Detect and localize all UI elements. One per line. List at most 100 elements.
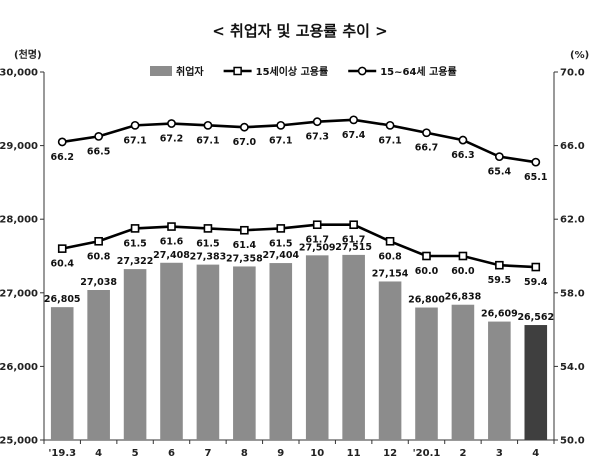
left-tick-label: 27,000 — [0, 288, 38, 299]
right-tick-label: 58.0 — [560, 288, 585, 299]
line-value-label: 66.7 — [415, 143, 438, 154]
right-tick-label: 70.0 — [560, 68, 585, 79]
category-label: 4 — [95, 448, 102, 459]
bar — [415, 307, 438, 440]
square-point — [276, 224, 286, 233]
bar — [342, 254, 365, 440]
legend-circle-marker — [357, 66, 367, 76]
series-line — [62, 118, 536, 164]
circle-point — [57, 137, 67, 147]
bar-value-label: 27,509 — [299, 242, 336, 253]
circle-point — [349, 115, 359, 125]
category-label: 2 — [459, 448, 466, 459]
series-line — [61, 223, 536, 269]
left-tick-label: 26,000 — [0, 362, 38, 373]
bar-series — [50, 254, 548, 440]
line-value-label: 61.7 — [305, 235, 328, 246]
legend-label: 15~64세 고용률 — [380, 65, 457, 78]
line-value-label: 61.6 — [160, 237, 184, 248]
square-point — [422, 251, 431, 261]
line-value-label: 59.5 — [488, 275, 511, 286]
legend-label: 15세이상 고용률 — [256, 65, 329, 78]
left-tick-label: 25,000 — [0, 436, 38, 447]
line-value-label: 67.1 — [269, 135, 292, 146]
square-point — [312, 220, 322, 230]
line-value-label: 67.0 — [233, 137, 257, 148]
category-label: 7 — [204, 448, 211, 459]
category-label: 5 — [132, 448, 139, 459]
bar-value-label: 26,609 — [481, 309, 518, 320]
right-tick-label: 54.0 — [560, 362, 585, 373]
legend-label: 취업자 — [176, 65, 204, 78]
bar-value-label: 27,383 — [190, 252, 227, 263]
circle-point — [167, 119, 176, 128]
square-point — [240, 225, 249, 235]
bar — [305, 255, 329, 440]
circle-point — [239, 122, 249, 132]
circle-point — [385, 120, 395, 130]
right-axis-unit: (%) — [570, 50, 589, 61]
circle-point — [203, 120, 213, 130]
line-value-label: 65.1 — [524, 172, 547, 183]
bar — [269, 263, 293, 440]
legend-swatch-bar — [150, 66, 172, 76]
bar-value-label: 27,358 — [226, 253, 263, 264]
bar-value-label: 26,838 — [445, 292, 482, 303]
square-point — [349, 220, 358, 230]
bar-value-label: 26,562 — [517, 312, 554, 323]
bar — [488, 321, 511, 440]
circle-point — [531, 157, 541, 167]
square-point — [458, 251, 468, 261]
square-point — [203, 224, 213, 233]
legend: 취업자 15세이상 고용률 15~64세 고용률 — [150, 65, 457, 78]
line-value-label: 67.4 — [342, 130, 366, 141]
line-value-label: 60.0 — [415, 266, 439, 277]
chart-title: < 취업자 및 고용률 추이 > — [212, 22, 387, 40]
right-tick-label: 50.0 — [560, 436, 585, 447]
left-tick-label: 30,000 — [0, 68, 38, 79]
square-point — [385, 236, 395, 246]
left-tick-label: 29,000 — [0, 141, 38, 152]
line-value-label: 59.4 — [524, 277, 548, 288]
category-label: 3 — [496, 448, 503, 459]
bar-value-label: 27,515 — [335, 242, 372, 253]
line-value-label: 60.8 — [87, 251, 111, 262]
bar-value-label: 27,404 — [262, 250, 299, 261]
square-point — [94, 236, 103, 246]
bar — [451, 304, 475, 440]
circle-point — [422, 128, 431, 138]
category-label: 4 — [532, 448, 539, 459]
line-value-label: 60.4 — [50, 259, 74, 270]
line-value-label: 66.3 — [451, 150, 474, 161]
bar-value-label: 26,805 — [44, 294, 81, 305]
left-axis-unit: (천명) — [14, 48, 42, 61]
bar-value-label: 27,038 — [80, 277, 117, 288]
bar — [196, 264, 220, 440]
right-tick-label: 62.0 — [560, 215, 585, 226]
bar — [233, 266, 256, 440]
circle-point — [458, 135, 468, 145]
bar — [160, 262, 183, 440]
left-tick-label: 28,000 — [0, 215, 38, 226]
bar-value-label: 27,154 — [372, 268, 409, 279]
square-point — [167, 222, 176, 231]
circle-point — [494, 152, 504, 162]
bar-value-label: 26,800 — [408, 295, 445, 306]
category-label: 8 — [241, 448, 248, 459]
line-value-label: 66.2 — [50, 152, 73, 163]
category-label: 10 — [310, 448, 324, 459]
circle-point — [312, 117, 322, 127]
category-label: 9 — [277, 448, 284, 459]
line-value-label: 67.1 — [196, 135, 219, 146]
line-value-label: 61.5 — [269, 238, 292, 249]
line-value-label: 60.8 — [378, 251, 402, 262]
category-label: 6 — [168, 448, 175, 459]
line-value-label: 67.3 — [305, 132, 328, 143]
bar — [123, 269, 147, 440]
line-value-label: 65.4 — [488, 167, 512, 178]
line-value-label: 66.5 — [87, 146, 110, 157]
circle-point — [276, 120, 286, 130]
line-value-label: 61.7 — [342, 235, 365, 246]
legend-square-marker — [233, 66, 242, 76]
